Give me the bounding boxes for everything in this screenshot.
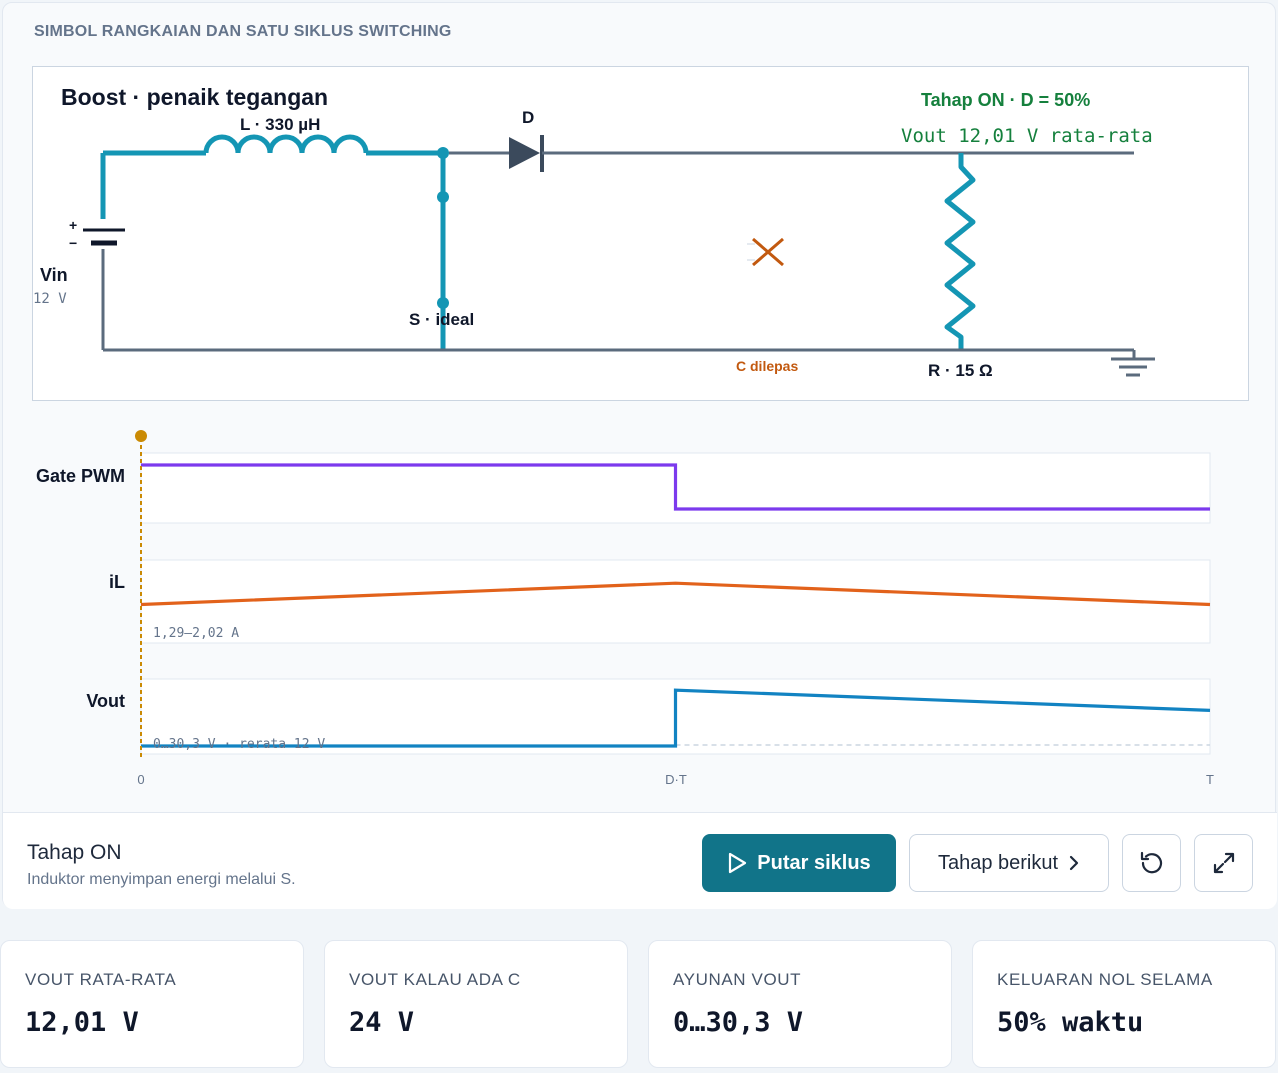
wave-line-gate-pwm: [141, 463, 1210, 511]
play-cycle-label: Putar siklus: [757, 851, 871, 874]
capacitor-label: C dilepas: [736, 358, 798, 374]
waveform-chart: Gate PWM iL 1,29–2,02 A Vout 0…30,3 V · rera…: [36, 430, 1214, 787]
expand-button[interactable]: [1194, 834, 1253, 892]
vin-label: Vin: [40, 265, 68, 285]
stat-card-vout-swing: AYUNAN VOUT 0…30,3 V: [648, 940, 952, 1068]
node-top: [437, 147, 449, 159]
switch-label: S · ideal: [409, 310, 474, 329]
resistor-zigzag: [944, 153, 976, 350]
play-icon: [729, 852, 747, 874]
wave-line-vout: [141, 688, 1211, 748]
x-tick-label: 0: [137, 772, 144, 787]
reset-button[interactable]: [1122, 834, 1181, 892]
stat-value: 24 V: [349, 1007, 415, 1038]
stat-value: 50% waktu: [997, 1007, 1144, 1038]
wave-panel-il: [140, 559, 1211, 644]
wave-line-il: [140, 581, 1211, 607]
stat-value: 0…30,3 V: [673, 1007, 804, 1038]
wave-label: Vout: [86, 691, 125, 711]
wave-label: Gate PWM: [36, 466, 125, 486]
capacitor-x-b: [752, 237, 784, 267]
wave-note: 0…30,3 V · rerata 12 V: [153, 737, 325, 752]
resistor-label: R · 15 Ω: [928, 361, 993, 380]
control-bar: Tahap ON Induktor menyimpan energi melal…: [3, 812, 1277, 909]
diode-triangle: [509, 137, 540, 169]
diode-label: D: [522, 108, 534, 127]
card-title: SIMBOL RANGKAIAN DAN SATU SIKLUS SWITCHI…: [34, 23, 452, 40]
stat-card-vout-with-c: VOUT KALAU ADA C 24 V: [324, 940, 628, 1068]
wave-label: iL: [109, 572, 125, 592]
next-stage-label: Tahap berikut: [937, 851, 1059, 874]
next-stage-button[interactable]: Tahap berikut: [909, 834, 1109, 892]
x-tick-label: D·T: [665, 772, 687, 787]
circuit-card: SIMBOL RANGKAIAN DAN SATU SIKLUS SWITCHI…: [2, 2, 1277, 909]
inductor-label: L · 330 µH: [240, 115, 320, 134]
inductor-coil: [203, 134, 369, 154]
stat-card-vout-avg: VOUT RATA-RATA 12,01 V: [0, 940, 304, 1068]
switch-contact-bottom: [437, 297, 449, 309]
reset-icon: [1140, 851, 1162, 874]
playhead-handle: [135, 430, 147, 442]
stat-label: VOUT RATA-RATA: [25, 970, 177, 989]
play-cycle-button[interactable]: Putar siklus: [702, 834, 896, 892]
circuit-title: Boost · penaik tegangan: [61, 84, 328, 110]
x-tick-label: T: [1206, 772, 1214, 787]
battery-plus: +: [69, 217, 77, 233]
stat-card-zero-output: KELUARAN NOL SELAMA 50% waktu: [972, 940, 1276, 1068]
circuit-diagram: Boost · penaik tegangan + − Vin 12 V L ·…: [32, 66, 1249, 401]
expand-icon: [1213, 852, 1234, 874]
battery-minus: −: [69, 235, 77, 251]
stat-value: 12,01 V: [25, 1007, 139, 1038]
vin-value: 12 V: [33, 291, 67, 307]
phase-label: Tahap ON · D = 50%: [921, 90, 1090, 110]
vout-label: Vout 12,01 V rata-rata: [901, 125, 1153, 147]
switch-contact-top: [437, 191, 449, 203]
circuit-schematic: Boost · penaik tegangan + − Vin 12 V L ·…: [33, 84, 1155, 380]
stat-label: VOUT KALAU ADA C: [349, 970, 521, 989]
chevron-right-icon: [1069, 855, 1079, 871]
wave-note: 1,29–2,02 A: [153, 626, 239, 641]
stat-label: AYUNAN VOUT: [673, 970, 802, 989]
stage-description: Induktor menyimpan energi melalui S.: [27, 871, 296, 888]
stage-title: Tahap ON: [27, 841, 122, 864]
stat-label: KELUARAN NOL SELAMA: [997, 970, 1213, 989]
